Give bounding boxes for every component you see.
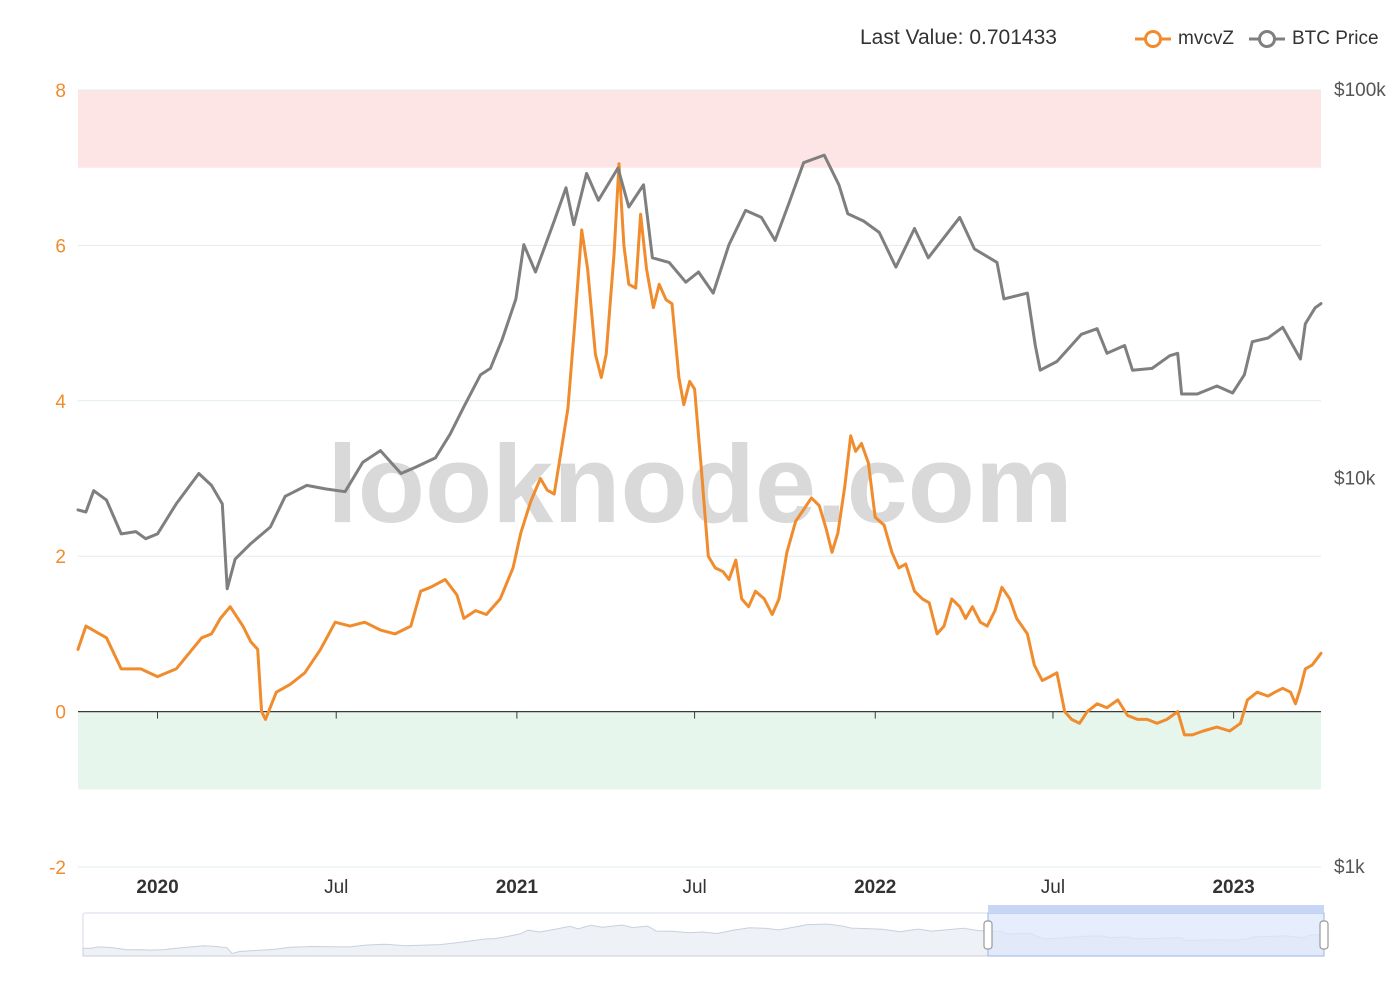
y-left-tick-label: 8 — [55, 81, 66, 102]
zoom-selected-range[interactable] — [987, 912, 1325, 957]
last-value-label: Last Value: — [860, 26, 964, 49]
upper-threshold-band — [78, 90, 1321, 168]
threshold-bands — [78, 90, 1321, 790]
chart-header: Last Value: 0.701433 mvcvZ BTC Price — [0, 0, 1399, 80]
zoom-left-handle[interactable] — [983, 920, 993, 950]
right-y-axis: $1k $10k $100k — [1334, 80, 1386, 878]
x-tick-label: Jul — [682, 877, 706, 898]
last-value-readout: Last Value: 0.701433 — [860, 26, 1057, 50]
legend-label-mvcvz: mvcvZ — [1178, 28, 1234, 49]
mvcvz-line — [76, 162, 1323, 737]
lower-threshold-band — [78, 711, 1321, 790]
legend-item-btc-price[interactable]: BTC Price — [1248, 28, 1379, 50]
btc-price-line — [76, 153, 1323, 591]
y-left-tick-label: 6 — [55, 236, 66, 257]
y-left-tick-label: 2 — [55, 547, 66, 568]
x-tick-label: Jul — [1041, 877, 1065, 898]
x-tick-label: 2023 — [1212, 877, 1254, 898]
series-lines — [76, 153, 1323, 737]
y-left-tick-label: 4 — [55, 392, 66, 413]
legend-label-btc-price: BTC Price — [1291, 28, 1379, 49]
zoom-right-handle[interactable] — [1319, 920, 1329, 950]
legend: mvcvZ BTC Price — [1134, 26, 1393, 52]
x-tick-label: 2022 — [854, 877, 896, 898]
x-tick-label: 2020 — [136, 877, 178, 898]
data-zoom-slider[interactable] — [82, 905, 1329, 957]
y-left-tick-label: -2 — [49, 858, 66, 879]
y-left-tick-label: 0 — [55, 703, 66, 724]
legend-item-mvcvz[interactable]: mvcvZ — [1134, 28, 1234, 50]
y-right-tick-label: $100k — [1334, 80, 1386, 101]
grid-lines — [78, 89, 1321, 868]
x-axis: 2020 Jul 2021 Jul 2022 Jul 2023 — [136, 711, 1255, 898]
circle-line-icon — [1135, 30, 1171, 48]
left-y-axis: -2 0 2 4 6 8 — [49, 81, 66, 879]
x-tick-label: Jul — [324, 877, 348, 898]
y-right-tick-label: $10k — [1334, 469, 1376, 490]
x-tick-label: 2021 — [496, 877, 539, 898]
y-right-tick-label: $1k — [1334, 857, 1365, 878]
last-value-number: 0.701433 — [969, 26, 1057, 49]
zoom-move-handle[interactable] — [988, 905, 1324, 913]
circle-line-icon — [1248, 30, 1285, 48]
